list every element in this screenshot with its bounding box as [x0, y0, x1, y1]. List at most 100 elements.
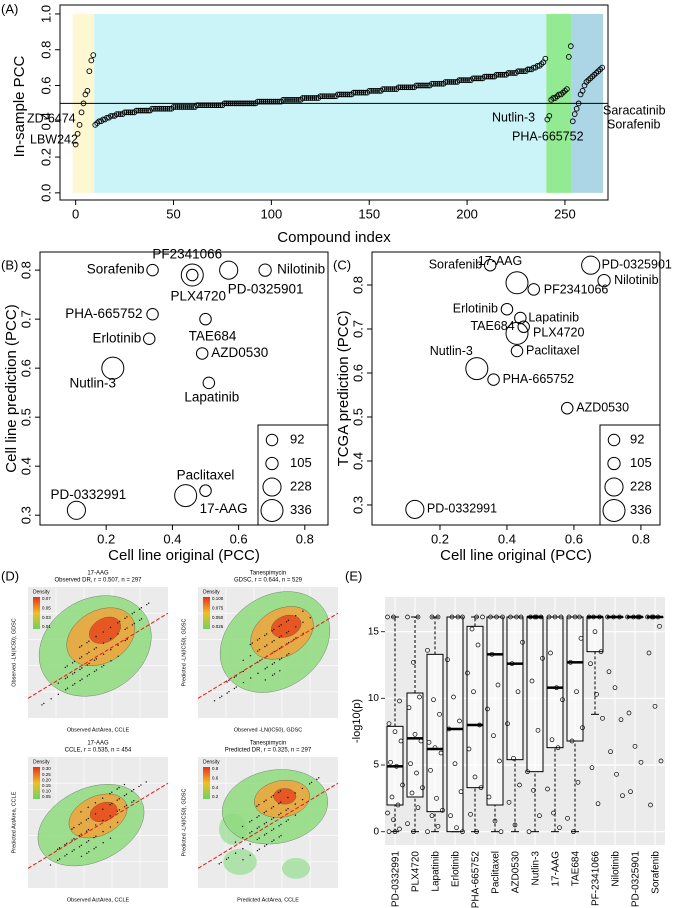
x-tick-label: 100 — [261, 206, 283, 221]
y-axis-label: Predicted -LN(IC50), GDSC — [181, 619, 187, 687]
plot-frame — [371, 251, 661, 526]
point — [337, 91, 343, 98]
sample-dot — [86, 841, 88, 843]
point — [421, 82, 427, 89]
bubble — [527, 283, 541, 296]
y-tick-label: 0.7 — [350, 320, 365, 338]
bubble — [202, 376, 216, 390]
point — [549, 737, 555, 743]
x-tick-label: 150 — [358, 206, 380, 221]
point — [435, 823, 441, 829]
point — [205, 102, 212, 109]
sample-dot — [85, 830, 88, 832]
point — [389, 794, 395, 800]
density-region — [271, 614, 302, 638]
point — [491, 733, 496, 739]
point — [631, 614, 636, 620]
sample-dot — [123, 806, 126, 808]
legend-label: 0.07 — [42, 596, 51, 601]
sample-dot — [295, 626, 297, 628]
sample-dot — [95, 846, 97, 848]
point — [203, 102, 210, 109]
sample-dot — [278, 658, 281, 661]
sample-dot — [233, 687, 236, 690]
bubble — [500, 302, 514, 316]
legend-bar — [203, 597, 210, 629]
point — [292, 96, 298, 103]
sample-dot — [95, 658, 98, 660]
legend-label: 228 — [630, 478, 652, 493]
sample-dot — [146, 603, 148, 606]
sample-dot — [124, 639, 127, 642]
point — [515, 68, 521, 75]
sample-dot — [272, 817, 275, 819]
sample-dot — [140, 618, 143, 620]
point — [637, 614, 642, 620]
legend-bubble — [604, 477, 624, 497]
point — [474, 829, 479, 835]
sample-dot — [271, 663, 274, 665]
sample-dot — [118, 620, 121, 623]
sample-dot — [250, 677, 252, 679]
point — [497, 71, 504, 78]
point — [137, 107, 144, 114]
point — [143, 107, 149, 114]
point — [209, 102, 216, 109]
point — [239, 100, 245, 107]
point — [638, 759, 644, 765]
x-tick-label: Paclitaxel — [491, 851, 502, 894]
legend-label: 0.15 — [42, 783, 51, 788]
legend-label: 228 — [290, 478, 312, 493]
point-label: Erlotinib — [453, 301, 498, 315]
point — [180, 104, 187, 110]
bubble — [465, 357, 489, 381]
point — [211, 102, 218, 109]
point — [415, 82, 422, 89]
sample-dot — [233, 676, 235, 679]
point — [529, 678, 535, 684]
box — [466, 625, 484, 789]
x-tick-label: 200 — [456, 206, 478, 221]
sample-dot — [117, 644, 119, 646]
point — [628, 789, 633, 795]
point — [448, 79, 455, 85]
sample-dot — [109, 626, 112, 629]
point-label: Nilotinib — [277, 262, 325, 277]
sample-dot — [109, 804, 111, 806]
point — [464, 77, 470, 83]
point — [566, 54, 572, 60]
sample-dot — [95, 669, 98, 671]
point — [474, 75, 480, 82]
sample-dot — [263, 812, 266, 814]
sample-dot — [101, 666, 103, 668]
point — [80, 100, 87, 107]
bubble — [180, 263, 204, 287]
point — [405, 821, 410, 827]
point — [248, 100, 255, 107]
point — [497, 758, 502, 764]
x-tick-label: 17-AAG — [551, 851, 562, 887]
sample-dot — [287, 819, 289, 821]
sample-dot — [251, 642, 253, 644]
sample-dot — [145, 781, 147, 783]
point — [158, 105, 165, 112]
sample-dot — [56, 848, 59, 851]
sample-dot — [249, 655, 252, 657]
x-tick-label: PF-2341066 — [591, 851, 602, 906]
sample-dot — [57, 682, 59, 684]
sample-dot — [88, 640, 90, 642]
point — [156, 105, 163, 112]
sample-dot — [258, 826, 260, 828]
point — [535, 727, 541, 733]
sample-dot — [278, 636, 281, 639]
legend-box — [257, 424, 329, 526]
point — [599, 64, 605, 71]
sample-dot — [138, 785, 140, 788]
sample-dot — [64, 689, 67, 691]
point — [545, 786, 550, 792]
bubble — [101, 356, 125, 380]
sample-dot — [279, 790, 282, 792]
point — [350, 89, 357, 96]
sample-dot — [279, 670, 281, 672]
x-tick-label: Nutlin-3 — [531, 851, 542, 886]
